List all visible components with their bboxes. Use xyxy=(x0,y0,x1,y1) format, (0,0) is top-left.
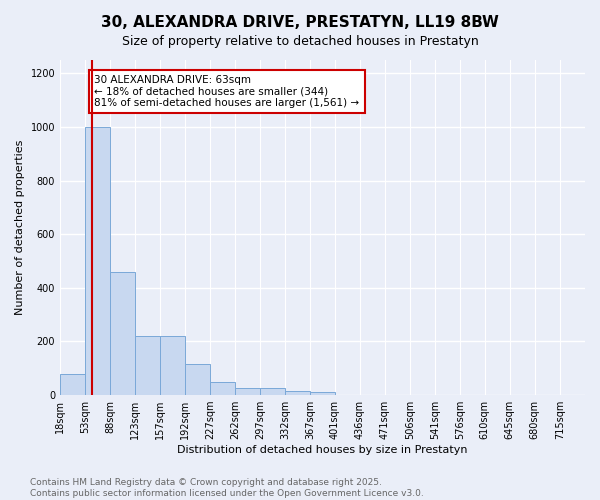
X-axis label: Distribution of detached houses by size in Prestatyn: Distribution of detached houses by size … xyxy=(177,445,468,455)
Text: Contains HM Land Registry data © Crown copyright and database right 2025.
Contai: Contains HM Land Registry data © Crown c… xyxy=(30,478,424,498)
Bar xyxy=(85,127,110,395)
Bar xyxy=(235,388,260,395)
Bar xyxy=(160,336,185,395)
Bar xyxy=(185,364,210,395)
Bar xyxy=(310,392,335,395)
Bar xyxy=(60,374,85,395)
Bar xyxy=(210,382,235,395)
Bar xyxy=(260,388,285,395)
Bar xyxy=(136,336,160,395)
Bar xyxy=(285,391,310,395)
Y-axis label: Number of detached properties: Number of detached properties xyxy=(15,140,25,315)
Text: 30 ALEXANDRA DRIVE: 63sqm
← 18% of detached houses are smaller (344)
81% of semi: 30 ALEXANDRA DRIVE: 63sqm ← 18% of detac… xyxy=(94,74,359,108)
Text: 30, ALEXANDRA DRIVE, PRESTATYN, LL19 8BW: 30, ALEXANDRA DRIVE, PRESTATYN, LL19 8BW xyxy=(101,15,499,30)
Text: Size of property relative to detached houses in Prestatyn: Size of property relative to detached ho… xyxy=(122,35,478,48)
Bar xyxy=(110,272,136,395)
